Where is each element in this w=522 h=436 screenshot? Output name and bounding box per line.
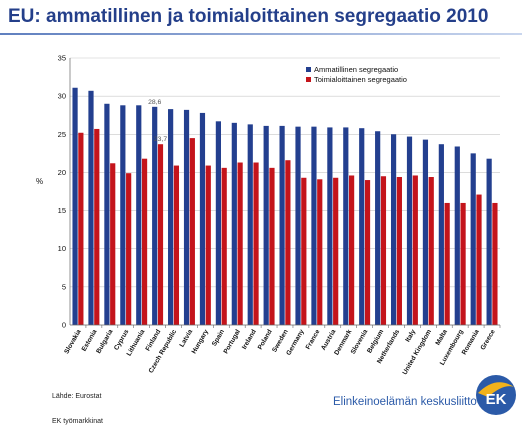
bar-occupational <box>454 146 460 325</box>
bar-occupational <box>422 139 429 325</box>
y-axis-gridlines <box>70 57 500 288</box>
bar-sectoral <box>333 177 339 325</box>
bar-sectoral <box>301 177 307 325</box>
bar-sectoral <box>173 165 180 325</box>
bar-sectoral <box>157 144 164 325</box>
title-divider <box>0 33 522 35</box>
bar-occupational <box>263 125 269 325</box>
bar-sectoral <box>460 202 466 325</box>
bar-sectoral <box>78 132 84 325</box>
y-tick-label: 35 <box>58 54 66 63</box>
x-tick-label: Malta <box>434 328 449 346</box>
bar-sectoral <box>412 175 418 325</box>
bar-occupational <box>295 126 301 326</box>
bar-occupational <box>327 127 333 325</box>
logo-text: EK <box>486 391 507 408</box>
author-note: EK työmarkkinat <box>52 418 103 425</box>
bar-sectoral <box>444 202 450 325</box>
bar-sectoral <box>380 176 387 325</box>
bar-occupational <box>470 153 476 325</box>
x-tick-label: France <box>305 328 322 351</box>
ek-logo: EK <box>476 375 516 415</box>
x-tick-label: Poland <box>257 329 274 352</box>
bar-occupational <box>120 105 126 325</box>
legend-label-sectoral: Toimialoittainen segregaatio <box>314 75 407 84</box>
bar-sectoral <box>396 177 402 325</box>
data-labels: 28,6 23,7 <box>148 99 167 143</box>
legend-swatch-occupational <box>306 67 311 72</box>
y-tick-label: 30 <box>58 92 66 101</box>
x-tick-label: Spain <box>211 329 226 348</box>
bar-occupational <box>311 126 317 326</box>
bar-occupational <box>88 90 94 325</box>
source-note: Lähde: Eurostat <box>52 393 102 400</box>
bar-occupational <box>279 125 285 325</box>
bar-sectoral <box>492 202 498 325</box>
legend-swatch-sectoral <box>306 77 311 82</box>
bar-sectoral <box>189 138 195 325</box>
bar-occupational <box>359 128 365 325</box>
y-tick-label: 25 <box>58 130 66 139</box>
bar-occupational <box>486 158 492 325</box>
chart-bars <box>72 87 498 326</box>
bar-sectoral <box>110 163 116 325</box>
page-title: EU: ammatillinen ja toimialoittainen seg… <box>8 6 489 27</box>
bar-sectoral <box>269 167 275 325</box>
bar-sectoral <box>237 162 243 325</box>
bar-sectoral <box>126 173 132 325</box>
bar-occupational <box>168 109 174 326</box>
bar-occupational <box>199 112 206 325</box>
x-tick-label: Italy <box>404 328 417 343</box>
brand-name: Elinkeinoelämän keskusliitto <box>333 396 477 408</box>
bar-occupational <box>438 144 444 325</box>
bar-sectoral <box>317 179 323 325</box>
chart-axes <box>69 58 501 328</box>
x-tick-label: Latvia <box>179 328 195 348</box>
x-tick-label: Slovakia <box>63 328 83 355</box>
bar-occupational <box>183 109 190 325</box>
bar-sectoral <box>205 165 211 325</box>
bar-sectoral <box>364 180 371 325</box>
bar-occupational <box>72 87 78 325</box>
bar-occupational <box>390 134 397 325</box>
bar-occupational <box>375 131 381 325</box>
bar-occupational <box>247 124 253 326</box>
bar-occupational <box>215 121 221 326</box>
bar-sectoral <box>476 194 482 325</box>
bar-sectoral <box>428 177 434 325</box>
bar-sectoral <box>349 175 355 325</box>
x-tick-labels: SlovakiaEstoniaBulgariaCyprusLithuaniaFi… <box>63 328 497 376</box>
y-tick-labels: 0 5 10 15 20 25 30 35 <box>58 54 66 330</box>
y-axis-label: % <box>36 177 43 186</box>
x-tick-label: Ireland <box>241 329 258 351</box>
bar-occupational <box>136 105 142 325</box>
bar-occupational <box>406 136 413 325</box>
bar-sectoral <box>141 158 148 325</box>
y-tick-label: 0 <box>62 321 66 330</box>
bar-occupational <box>343 127 349 325</box>
bar-sectoral <box>221 167 227 325</box>
legend-label-occupational: Ammatillinen segregaatio <box>314 65 398 74</box>
bar-sectoral <box>94 128 100 325</box>
data-label: 28,6 <box>148 99 161 106</box>
y-tick-label: 5 <box>62 282 66 291</box>
x-tick-label: Greece <box>480 328 497 351</box>
y-tick-label: 15 <box>58 206 66 215</box>
y-tick-label: 10 <box>58 244 66 253</box>
bar-sectoral <box>285 160 291 325</box>
bar-occupational <box>152 106 158 325</box>
bar-sectoral <box>253 162 259 325</box>
chart-legend: Ammatillinen segregaatio Toimialoittaine… <box>306 65 407 84</box>
bar-occupational <box>231 122 237 325</box>
bar-occupational <box>104 103 110 326</box>
data-label: 23,7 <box>154 136 167 143</box>
y-tick-label: 20 <box>58 168 66 177</box>
